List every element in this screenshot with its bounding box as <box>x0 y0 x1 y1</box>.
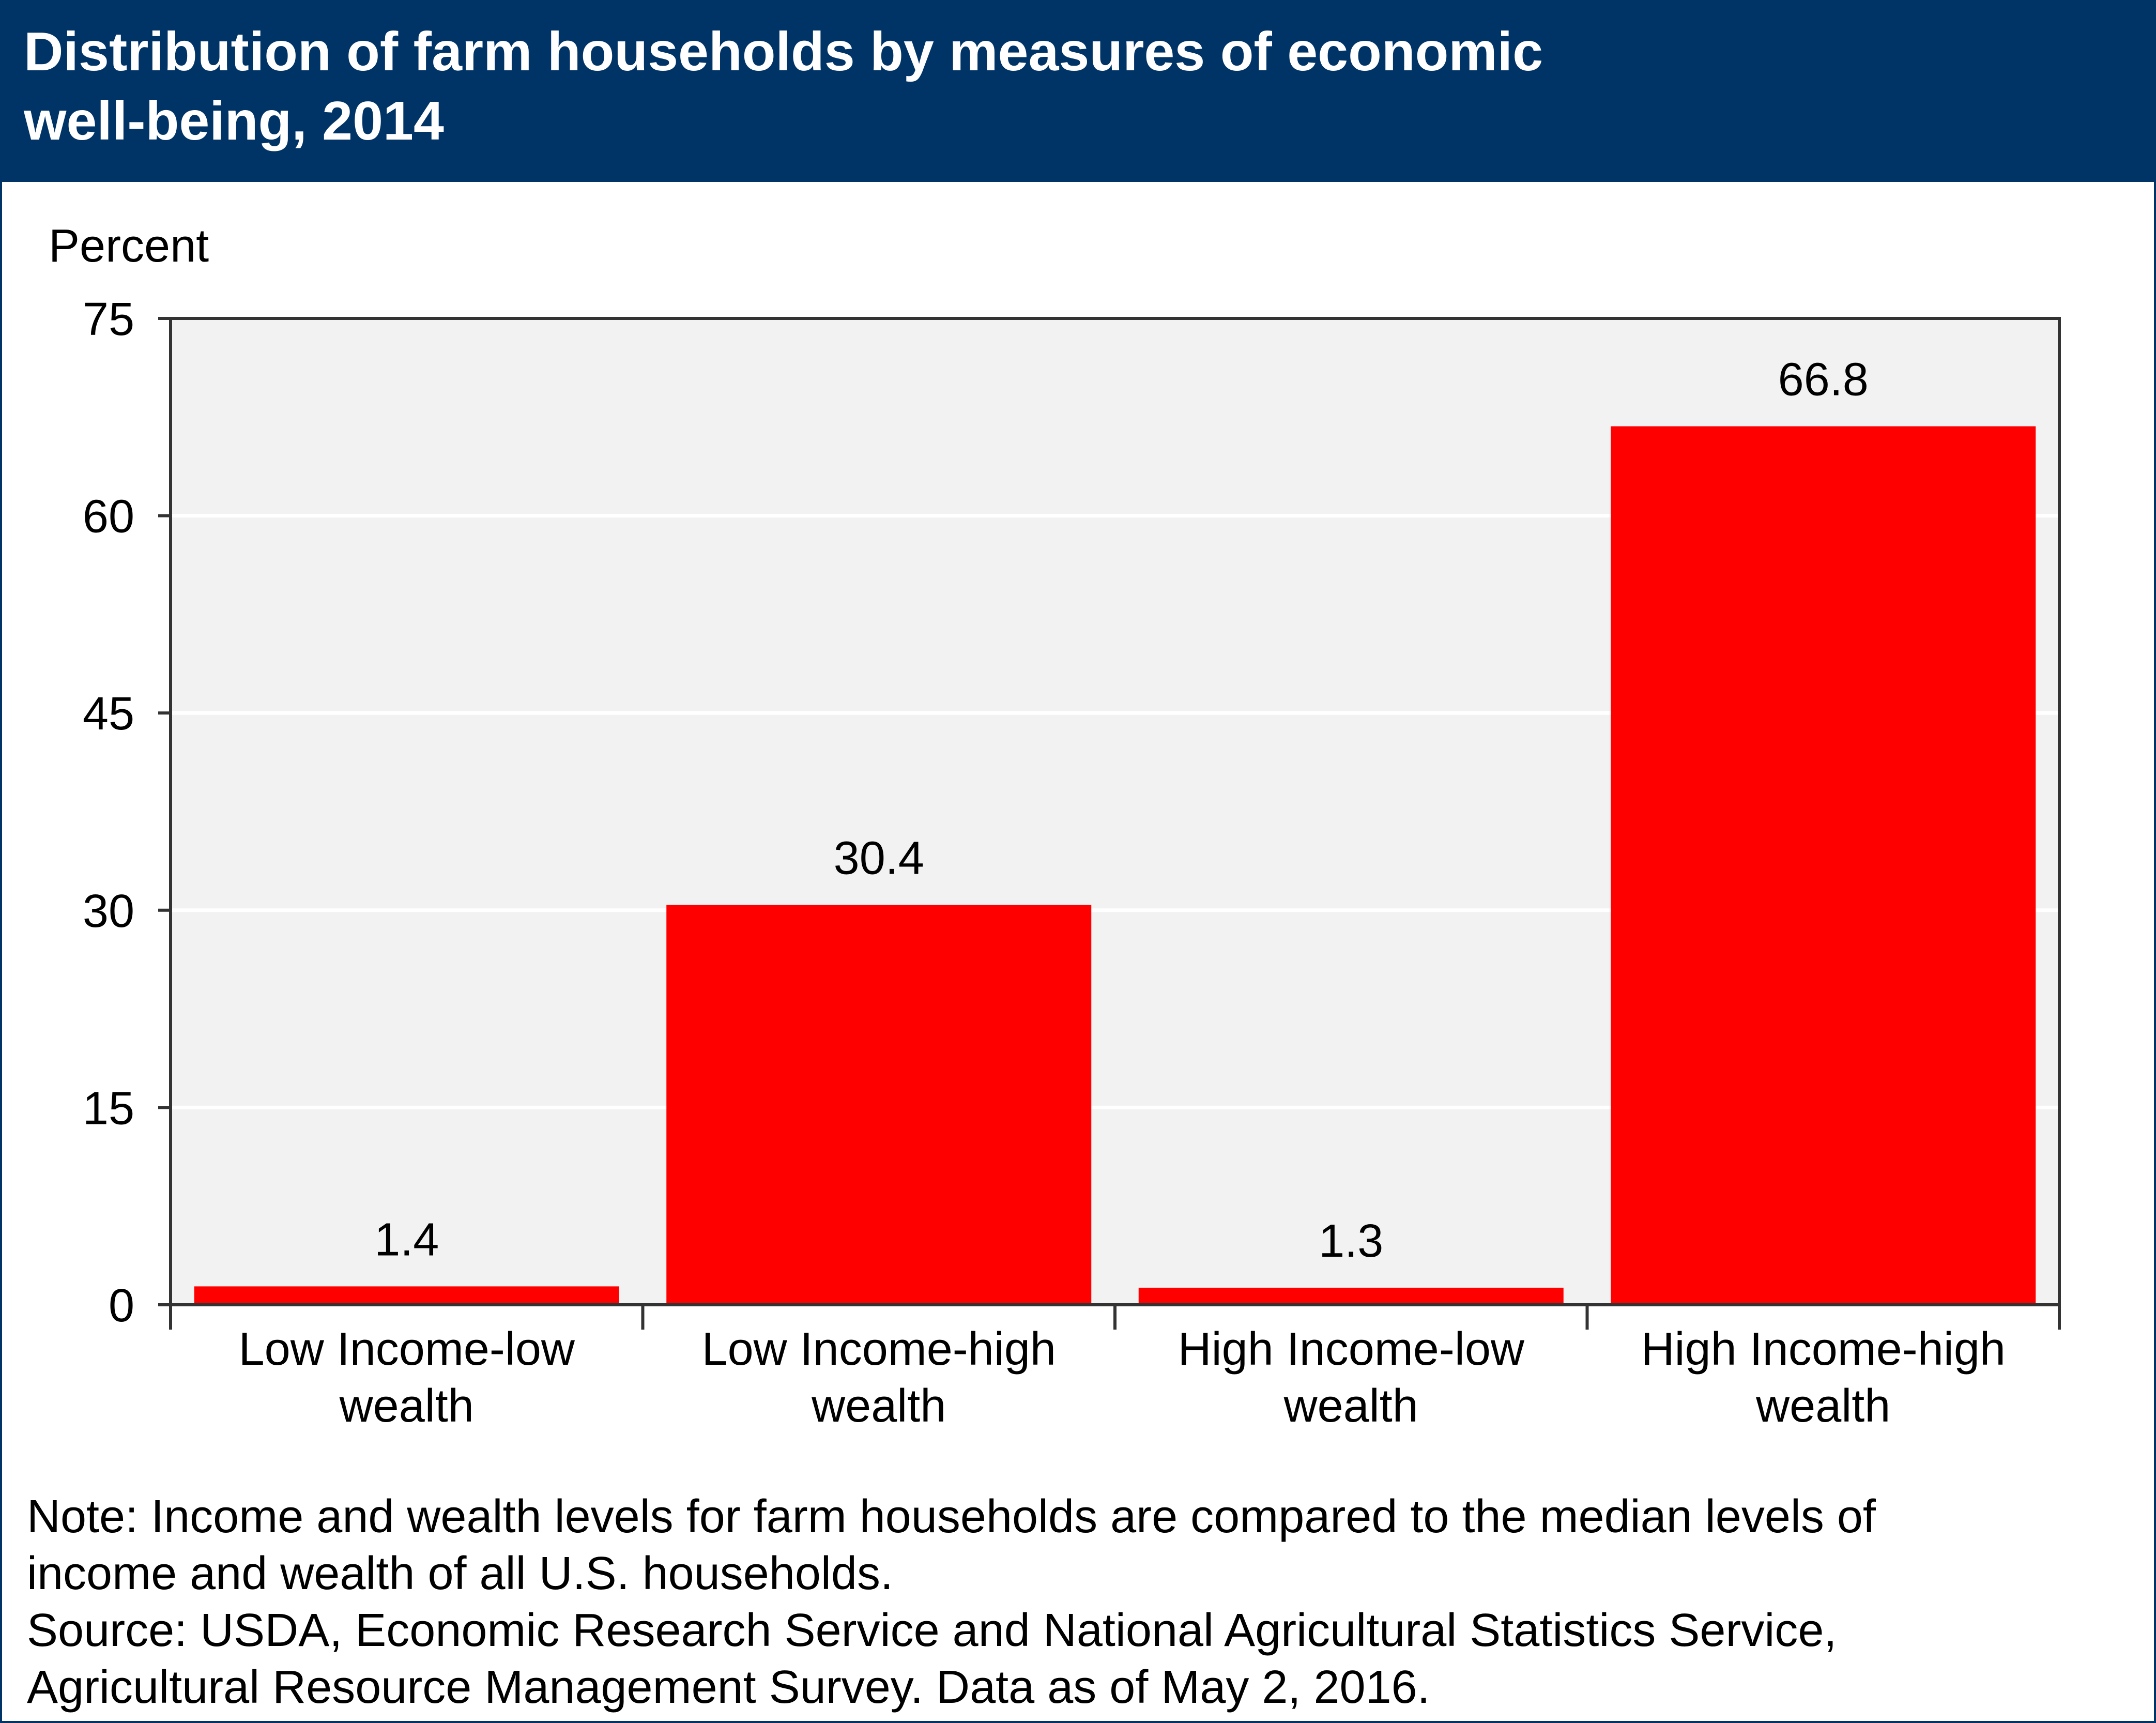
x-category-label-4-line-2: wealth <box>1755 1380 1890 1432</box>
y-axis-title: Percent <box>49 220 209 272</box>
source-line-2: Agricultural Resource Management Survey.… <box>27 1661 1430 1713</box>
bar-value-label-4: 66.8 <box>1778 354 1869 406</box>
y-tick-label-75: 75 <box>83 294 134 345</box>
chart-title-line-1: Distribution of farm households by measu… <box>24 21 1543 82</box>
bar-4 <box>1611 426 2036 1305</box>
bar-chart: Percent 1.4 30.4 1.3 66.8 0 15 30 45 60 75 Low Inc… <box>49 220 2061 1432</box>
source-line-1: Source: USDA, Economic Research Service … <box>27 1605 1837 1656</box>
y-tick-label-30: 30 <box>83 886 134 937</box>
y-tick-label-45: 45 <box>83 688 134 740</box>
y-tick-label-15: 15 <box>83 1082 134 1134</box>
chart-title-line-2: well-being, 2014 <box>24 90 444 151</box>
title-bar: Distribution of farm households by measu… <box>2 2 2154 182</box>
y-tick-label-60: 60 <box>83 491 134 543</box>
bar-1 <box>194 1286 619 1305</box>
x-category-label-2-line-2: wealth <box>811 1380 946 1432</box>
x-category-label-3-line-2: wealth <box>1283 1380 1418 1432</box>
x-category-label-1-line-2: wealth <box>339 1380 474 1432</box>
bar-value-label-2: 30.4 <box>834 833 924 885</box>
bar-2 <box>666 905 1092 1305</box>
x-category-label-3-line-1: High Income-low <box>1178 1323 1525 1375</box>
bar-value-label-1: 1.4 <box>374 1214 439 1265</box>
bar-3 <box>1138 1287 1564 1305</box>
y-tick-label-0: 0 <box>109 1280 134 1332</box>
x-category-label-1-line-1: Low Income-low <box>239 1323 575 1375</box>
note-line-2: income and wealth of all U.S. households… <box>27 1548 893 1599</box>
note-line-1: Note: Income and wealth levels for farm … <box>27 1491 1876 1543</box>
bar-value-label-3: 1.3 <box>1319 1215 1383 1267</box>
x-category-label-4-line-1: High Income-high <box>1641 1323 2006 1375</box>
x-category-label-2-line-1: Low Income-high <box>702 1323 1056 1375</box>
